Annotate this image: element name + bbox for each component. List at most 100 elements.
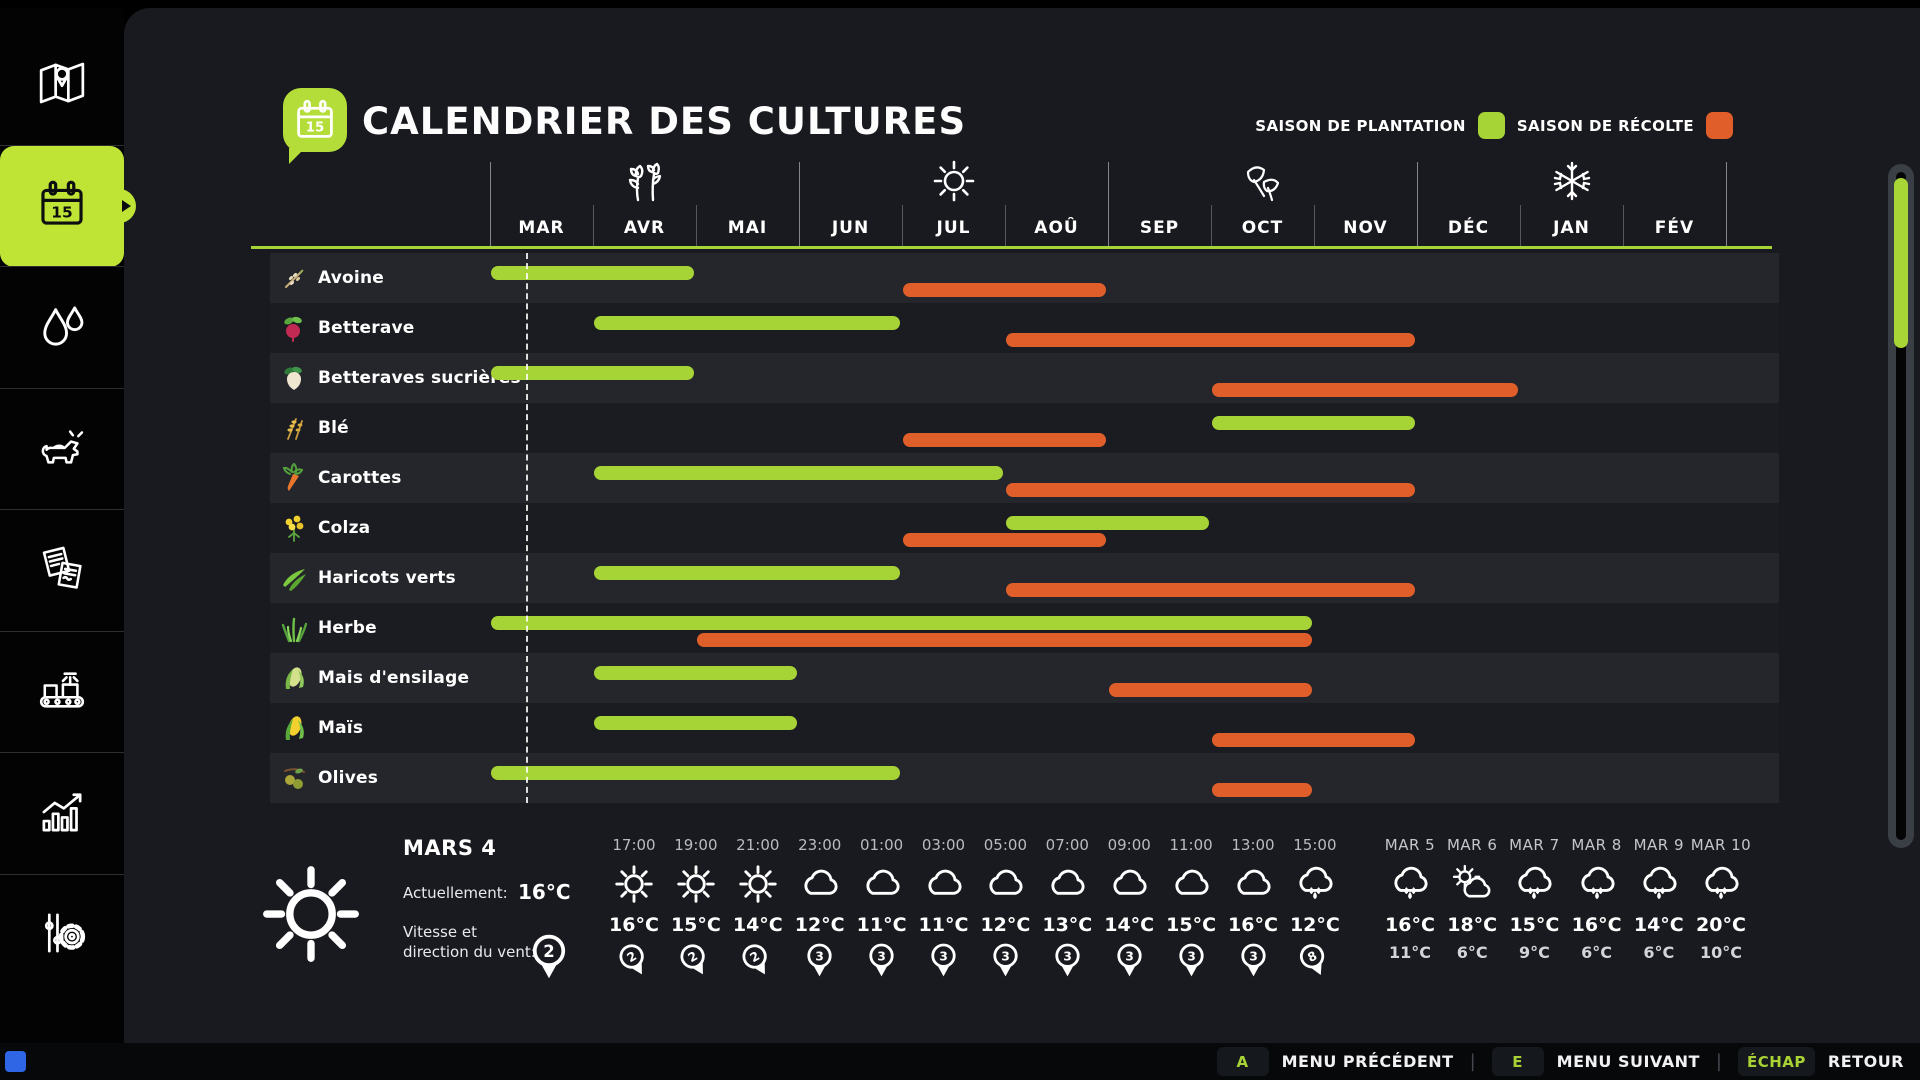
wind-pin: 3 <box>1051 940 1084 987</box>
hour-time: 15:00 <box>1293 836 1337 854</box>
sidebar-item-map[interactable] <box>0 24 124 145</box>
key-badge-e[interactable]: E <box>1491 1047 1544 1076</box>
harvest-bar-avoine <box>903 282 1106 297</box>
crop-icon-oats <box>279 263 309 293</box>
harvest-bar-haricots-verts <box>1006 582 1415 597</box>
hour-temperature: 12°C <box>1289 914 1340 936</box>
sidebar-item-production[interactable] <box>0 632 124 753</box>
day-low-temperature: 6°C <box>1456 943 1488 962</box>
planting-bar-mais-d-ensilage <box>594 666 797 680</box>
rain-weather-icon <box>1379 858 1441 910</box>
day-high-temperature: 16°C <box>1571 914 1622 936</box>
legend-harvest-label: SAISON DE RÉCOLTE <box>1516 116 1694 135</box>
hour-time: 07:00 <box>1045 836 1089 854</box>
sidebar-separator <box>0 387 124 389</box>
planting-bar-herbe <box>491 616 1312 630</box>
header-underline <box>251 246 1772 249</box>
day-high-temperature: 15°C <box>1509 914 1560 936</box>
hour-wind: 3 <box>851 940 913 988</box>
sidebar-item-settings[interactable] <box>0 875 124 996</box>
hour-time: 05:00 <box>983 836 1027 854</box>
day-low-temperature: 6°C <box>1581 943 1613 962</box>
hour-time: 19:00 <box>674 836 718 854</box>
hourly-forecast-01-00: 01:00 11°C 3 <box>851 836 913 988</box>
rain-weather-icon <box>1503 858 1565 910</box>
crop-name: Herbe <box>318 618 377 638</box>
production-line-icon <box>33 661 91 723</box>
month-label-jan: JAN <box>1553 218 1590 238</box>
hour-wind: 3 <box>789 940 851 988</box>
sidebar-item-water[interactable] <box>0 267 124 388</box>
sidebar-item-animals[interactable] <box>0 389 124 510</box>
planting-bar-carottes <box>594 466 1003 480</box>
sidebar: 15 <box>0 8 136 1043</box>
key-badge-echap[interactable]: ÉCHAP <box>1738 1047 1815 1076</box>
hourly-forecast-05-00: 05:00 12°C 3 <box>974 836 1036 988</box>
day-label: MAR 6 <box>1446 836 1498 854</box>
svg-text:15: 15 <box>51 204 72 222</box>
harvest-bar-olives <box>1212 782 1312 797</box>
shortcut-separator: | <box>1469 1051 1476 1072</box>
hour-time: 23:00 <box>798 836 842 854</box>
hour-wind: 3 <box>1160 940 1222 988</box>
svg-text:3: 3 <box>939 949 948 963</box>
svg-text:3: 3 <box>1125 949 1134 963</box>
planting-bar-colza <box>1006 516 1209 530</box>
harvest-bar-herbe <box>697 632 1312 647</box>
day-label: MAR 7 <box>1509 836 1560 854</box>
crop-name: Blé <box>318 418 349 438</box>
svg-text:3: 3 <box>1001 949 1010 963</box>
calendar-icon: 15 <box>33 175 91 237</box>
planting-bar-betteraves-sucrieres <box>491 366 694 380</box>
crop-name: Avoine <box>318 268 384 288</box>
scrollbar-thumb[interactable] <box>1894 178 1908 348</box>
sidebar-item-calendar[interactable]: 15 <box>0 145 136 267</box>
grid-line <box>593 205 594 246</box>
crop-icon-olives <box>279 763 309 793</box>
hour-time: 11:00 <box>1169 836 1213 854</box>
crop-name: Haricots verts <box>318 568 456 588</box>
svg-text:2: 2 <box>686 949 700 965</box>
hourly-forecast-19-00: 19:00 15°C 2 <box>665 836 727 988</box>
sun-weather-icon <box>665 858 727 910</box>
wind-pin: 3 <box>1113 940 1146 987</box>
hour-time: 09:00 <box>1107 836 1151 854</box>
cloud-weather-icon <box>1222 858 1284 910</box>
hour-wind: 2 <box>727 940 789 988</box>
legend-harvest-swatch <box>1706 112 1733 139</box>
wind-pin: 8 <box>1298 940 1331 987</box>
harvest-bar-mais <box>1212 732 1415 747</box>
hour-wind: 3 <box>974 940 1036 988</box>
wind-pin: 3 <box>989 940 1022 987</box>
wind-pin: 2 <box>679 940 712 987</box>
day-high-temperature: 18°C <box>1447 914 1498 936</box>
month-label-jul: JUL <box>936 218 971 238</box>
hourly-forecast-17-00: 17:00 16°C 2 <box>603 836 665 988</box>
crop-name: Betterave <box>318 318 415 338</box>
planting-bar-haricots-verts <box>594 566 900 580</box>
crop-icon-carrot <box>279 462 309 493</box>
grid-line <box>696 205 697 246</box>
hourly-forecast-13-00: 13:00 16°C 3 <box>1222 836 1284 988</box>
cloud-weather-icon <box>1098 858 1160 910</box>
svg-text:2: 2 <box>624 949 638 965</box>
harvest-bar-ble <box>903 432 1106 447</box>
svg-text:3: 3 <box>1187 949 1196 963</box>
key-badge-a[interactable]: A <box>1216 1047 1269 1076</box>
water-drops-icon <box>33 297 91 359</box>
svg-text:2: 2 <box>748 949 762 965</box>
sidebar-item-contracts[interactable] <box>0 510 124 631</box>
crop-name: Olives <box>318 768 379 788</box>
month-label-mai: MAI <box>727 218 768 238</box>
sidebar-item-statistics[interactable] <box>0 753 124 874</box>
svg-text:3: 3 <box>877 949 886 963</box>
grid-line <box>490 162 491 246</box>
hour-wind: 2 <box>603 940 665 988</box>
svg-text:2: 2 <box>543 942 554 961</box>
hour-wind: 3 <box>913 940 975 988</box>
crop-name: Colza <box>318 518 371 538</box>
statistics-icon <box>33 783 91 845</box>
crop-name: Maïs <box>318 718 364 738</box>
hourly-forecast-23-00: 23:00 12°C 3 <box>789 836 851 988</box>
daily-forecast-mar-5: MAR 5 16°C 11°C <box>1379 836 1441 966</box>
